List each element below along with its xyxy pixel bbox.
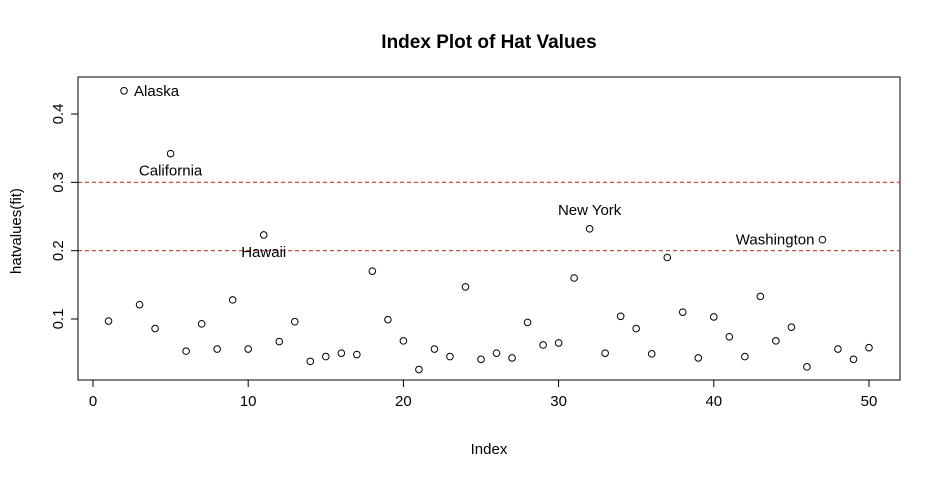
data-point bbox=[616, 312, 625, 321]
y-axis-label: hatvalues(fit) bbox=[8, 188, 25, 274]
data-point bbox=[523, 318, 532, 327]
chart-title: Index Plot of Hat Values bbox=[381, 32, 596, 53]
data-point bbox=[368, 267, 377, 275]
data-point bbox=[461, 283, 470, 291]
data-point bbox=[244, 345, 252, 353]
y-axis: 0.1 0.2 0.3 0.4 bbox=[50, 104, 79, 330]
data-point bbox=[290, 317, 299, 326]
x-axis: 0 10 20 30 40 50 bbox=[89, 379, 878, 410]
data-point bbox=[710, 313, 718, 321]
x-tick-label: 30 bbox=[550, 393, 567, 410]
data-point bbox=[508, 354, 516, 362]
data-point bbox=[477, 355, 485, 364]
data-point bbox=[446, 352, 454, 361]
data-point bbox=[803, 363, 811, 371]
data-point bbox=[306, 357, 315, 366]
point-annotations: Alaska California Hawaii New York Washington bbox=[134, 83, 814, 261]
y-tick-label: 0.2 bbox=[50, 240, 67, 261]
data-point bbox=[663, 253, 672, 262]
data-point bbox=[384, 315, 392, 324]
data-point bbox=[632, 324, 641, 333]
x-tick-label: 20 bbox=[395, 393, 412, 410]
data-point bbox=[694, 354, 703, 362]
data-point bbox=[554, 339, 563, 347]
data-point bbox=[834, 345, 842, 353]
y-tick-label: 0.4 bbox=[50, 104, 67, 125]
data-point bbox=[570, 274, 578, 282]
data-point bbox=[865, 343, 873, 352]
data-point bbox=[647, 350, 656, 358]
data-point bbox=[322, 352, 330, 361]
point-annotation: California bbox=[139, 163, 203, 180]
data-point bbox=[849, 355, 858, 364]
data-point bbox=[399, 337, 408, 345]
data-point bbox=[415, 365, 423, 374]
data-point bbox=[213, 345, 221, 353]
data-point bbox=[585, 225, 594, 233]
data-point bbox=[151, 324, 159, 333]
reference-lines bbox=[78, 181, 900, 252]
x-tick-label: 50 bbox=[861, 393, 878, 410]
data-point bbox=[104, 317, 113, 325]
data-point bbox=[135, 300, 144, 309]
data-point bbox=[725, 332, 734, 341]
data-point bbox=[228, 296, 237, 304]
x-tick-label: 0 bbox=[89, 393, 97, 410]
y-tick-label: 0.3 bbox=[50, 172, 67, 193]
point-annotation: New York bbox=[558, 202, 622, 219]
point-annotation: Washington bbox=[736, 232, 815, 249]
point-annotation: Hawaii bbox=[241, 244, 286, 261]
data-point bbox=[197, 319, 206, 328]
data-point bbox=[818, 235, 827, 244]
data-point bbox=[259, 231, 268, 239]
data-point bbox=[772, 337, 780, 345]
x-axis-label: Index bbox=[471, 441, 508, 458]
data-point bbox=[166, 149, 175, 158]
data-points bbox=[104, 86, 873, 374]
data-point bbox=[678, 308, 687, 316]
data-point bbox=[337, 349, 346, 357]
data-point bbox=[741, 352, 749, 361]
point-annotation: Alaska bbox=[134, 83, 180, 100]
data-point bbox=[275, 337, 284, 346]
data-point bbox=[120, 86, 128, 95]
data-point bbox=[601, 349, 609, 357]
data-point bbox=[430, 345, 439, 353]
x-tick-label: 40 bbox=[705, 393, 722, 410]
data-point bbox=[539, 341, 547, 349]
plot-frame bbox=[77, 76, 901, 381]
data-point bbox=[787, 323, 796, 332]
y-tick-label: 0.1 bbox=[50, 309, 67, 330]
data-point bbox=[182, 347, 190, 355]
x-tick-label: 10 bbox=[240, 393, 257, 410]
data-point bbox=[353, 350, 361, 359]
data-point bbox=[756, 292, 765, 301]
data-point bbox=[492, 349, 501, 357]
